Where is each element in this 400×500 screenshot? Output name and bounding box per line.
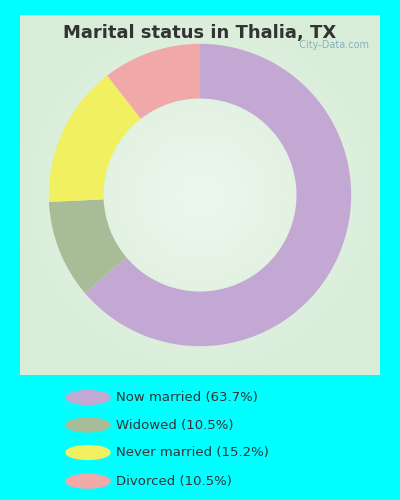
Circle shape [66,446,110,460]
Wedge shape [85,44,351,346]
Wedge shape [49,200,126,293]
Text: Divorced (10.5%): Divorced (10.5%) [116,475,232,488]
Circle shape [66,418,110,432]
Text: Marital status in Thalia, TX: Marital status in Thalia, TX [63,24,337,42]
Circle shape [66,474,110,488]
Wedge shape [49,76,141,202]
Wedge shape [107,44,200,119]
Text: City-Data.com: City-Data.com [293,40,369,50]
Text: Now married (63.7%): Now married (63.7%) [116,391,258,404]
Text: Widowed (10.5%): Widowed (10.5%) [116,418,234,432]
Text: Never married (15.2%): Never married (15.2%) [116,446,269,459]
Circle shape [66,390,110,404]
